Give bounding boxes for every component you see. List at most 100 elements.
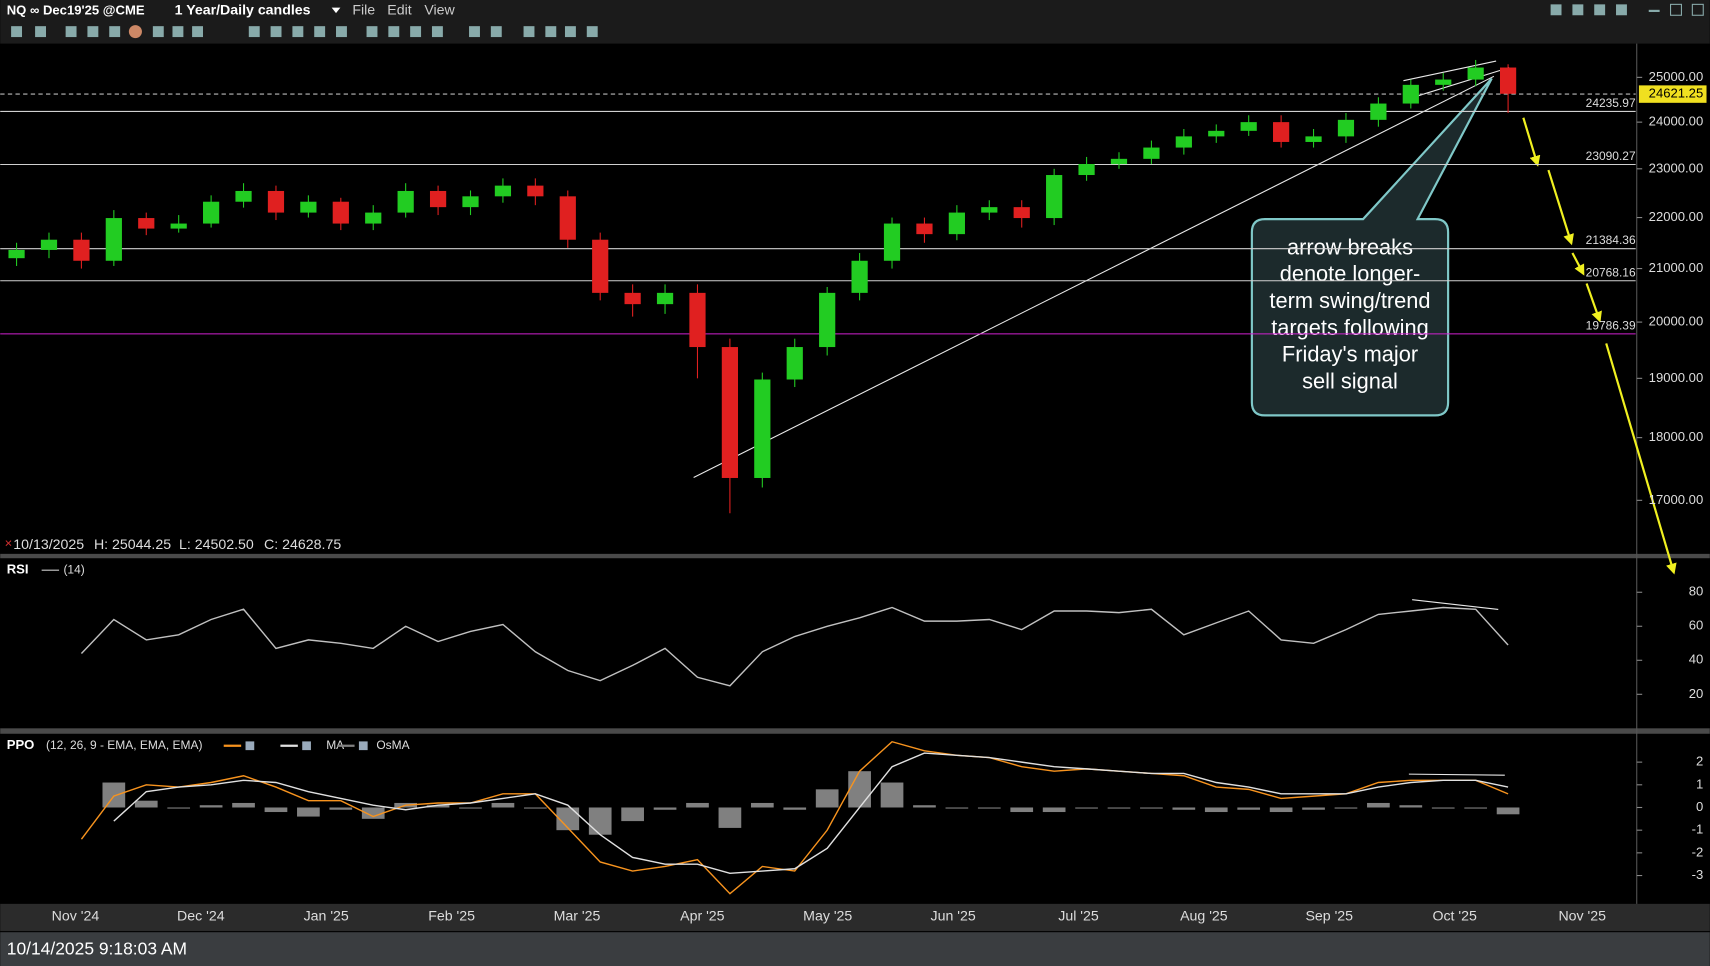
close-icon[interactable]: ×: [5, 536, 13, 551]
candle-body: [1013, 207, 1030, 219]
candle-body: [851, 260, 868, 293]
x-tick-label: Mar '25: [554, 909, 601, 925]
timeframe[interactable]: 1 Year/Daily candles: [175, 3, 311, 19]
candle-body: [1467, 67, 1484, 80]
dropdown-icon[interactable]: [331, 7, 341, 14]
candle-body: [916, 223, 933, 235]
x-tick-label: Jan '25: [304, 909, 349, 925]
candle-body: [527, 185, 544, 197]
y-tick-label: 1: [1696, 776, 1703, 791]
histogram-bar: [653, 807, 677, 810]
ohlc-close: C: 24628.75: [264, 537, 341, 553]
x-axis-band: [0, 903, 1710, 932]
histogram-bar: [815, 789, 839, 808]
level-label: 21384.36: [1586, 233, 1636, 247]
histogram-bar: [1042, 807, 1066, 813]
candle-body: [365, 212, 382, 224]
histogram-bar: [361, 807, 385, 819]
line: [80, 606, 1509, 687]
histogram-bar: [588, 807, 612, 835]
x-tick-label: Feb '25: [428, 909, 475, 925]
x-tick-label: Aug '25: [1180, 909, 1228, 925]
y-tick-label: 40: [1689, 652, 1704, 667]
candle-body: [267, 190, 285, 213]
candle-body: [40, 239, 58, 250]
menu-file[interactable]: File: [352, 3, 375, 19]
candle-body: [1078, 164, 1095, 176]
candle-body: [1305, 136, 1322, 142]
y-tick-label: 17000.00: [1649, 492, 1704, 507]
status-bar: [0, 932, 1710, 966]
legend-checkbox[interactable]: [358, 741, 368, 751]
histogram-bar: [718, 807, 742, 828]
candle-body: [948, 212, 965, 235]
candle-body: [332, 201, 349, 224]
histogram-bar: [848, 771, 871, 808]
histogram-bar: [1172, 807, 1196, 810]
menu-view[interactable]: View: [424, 3, 455, 19]
legend-checkbox[interactable]: [302, 741, 311, 751]
histogram-bar: [134, 800, 158, 808]
histogram-bar: [783, 807, 807, 810]
candle-body: [559, 196, 576, 240]
histogram-bar: [199, 805, 223, 808]
x-tick-label: May '25: [803, 909, 852, 925]
candle-body: [1337, 119, 1355, 137]
x-tick-label: Sep '25: [1305, 909, 1353, 925]
y-tick-label: 21000.00: [1649, 260, 1704, 275]
candle-body: [138, 218, 155, 229]
x-tick-label: Jun '25: [931, 909, 976, 925]
y-tick-label: 20: [1689, 686, 1704, 701]
callout-line: term swing/trend: [1269, 288, 1430, 313]
target-arrows: [1522, 117, 1677, 575]
legend-label: OsMA: [376, 738, 409, 752]
level-label: 20768.16: [1586, 265, 1636, 279]
y-tick-label: 0: [1696, 799, 1703, 814]
legend-checkbox[interactable]: [245, 741, 255, 751]
level-label: 24235.97: [1586, 96, 1636, 110]
level-label: 19786.39: [1586, 318, 1636, 332]
candle-body: [105, 218, 122, 261]
histogram-bar: [1399, 805, 1423, 808]
histogram-bar: [1269, 807, 1293, 813]
candle-body: [883, 223, 901, 261]
histogram-bar: [750, 802, 774, 808]
histogram-bar: [686, 802, 709, 808]
y-tick-label: -1: [1692, 822, 1704, 837]
ohlc-date: 10/13/2025: [13, 537, 84, 553]
ohlc-low: L: 24502.50: [179, 537, 254, 553]
x-tick-label: Dec '24: [177, 909, 225, 925]
histogram-bar: [1431, 807, 1455, 809]
candle-body: [235, 190, 252, 202]
candle-body: [754, 379, 771, 478]
y-tick-label: -2: [1692, 844, 1704, 859]
histogram-bar: [1496, 807, 1520, 815]
y-tick-label: 60: [1689, 618, 1704, 633]
menu-edit[interactable]: Edit: [387, 3, 411, 19]
ohlc-high: H: 25044.25: [94, 537, 171, 553]
x-tick-label: Nov '24: [52, 909, 100, 925]
candle-body: [1370, 103, 1387, 120]
candle-body: [592, 239, 609, 293]
candle-body: [300, 201, 317, 213]
histogram-bar: [1107, 807, 1131, 809]
pane-separator: [0, 728, 1710, 734]
y-tick-label: 24000.00: [1649, 114, 1704, 129]
rsi-params: (14): [63, 562, 84, 576]
symbol[interactable]: NQ ∞ Dec19'25 @CME: [7, 2, 145, 17]
histogram-bar: [491, 802, 515, 808]
candle-body: [1240, 122, 1257, 131]
histogram-bar: [1140, 807, 1163, 809]
histogram-bar: [913, 805, 936, 808]
legend-label: MA: [326, 738, 344, 752]
candle-body: [494, 185, 512, 197]
histogram-bar: [1464, 807, 1488, 809]
x-tick-label: Jul '25: [1058, 909, 1099, 925]
histogram-bar: [297, 807, 320, 817]
level-label: 23090.27: [1586, 149, 1636, 163]
tool-icons[interactable]: [11, 3, 1704, 39]
histogram-bar: [556, 807, 580, 831]
last-price-tag: [1638, 85, 1707, 103]
